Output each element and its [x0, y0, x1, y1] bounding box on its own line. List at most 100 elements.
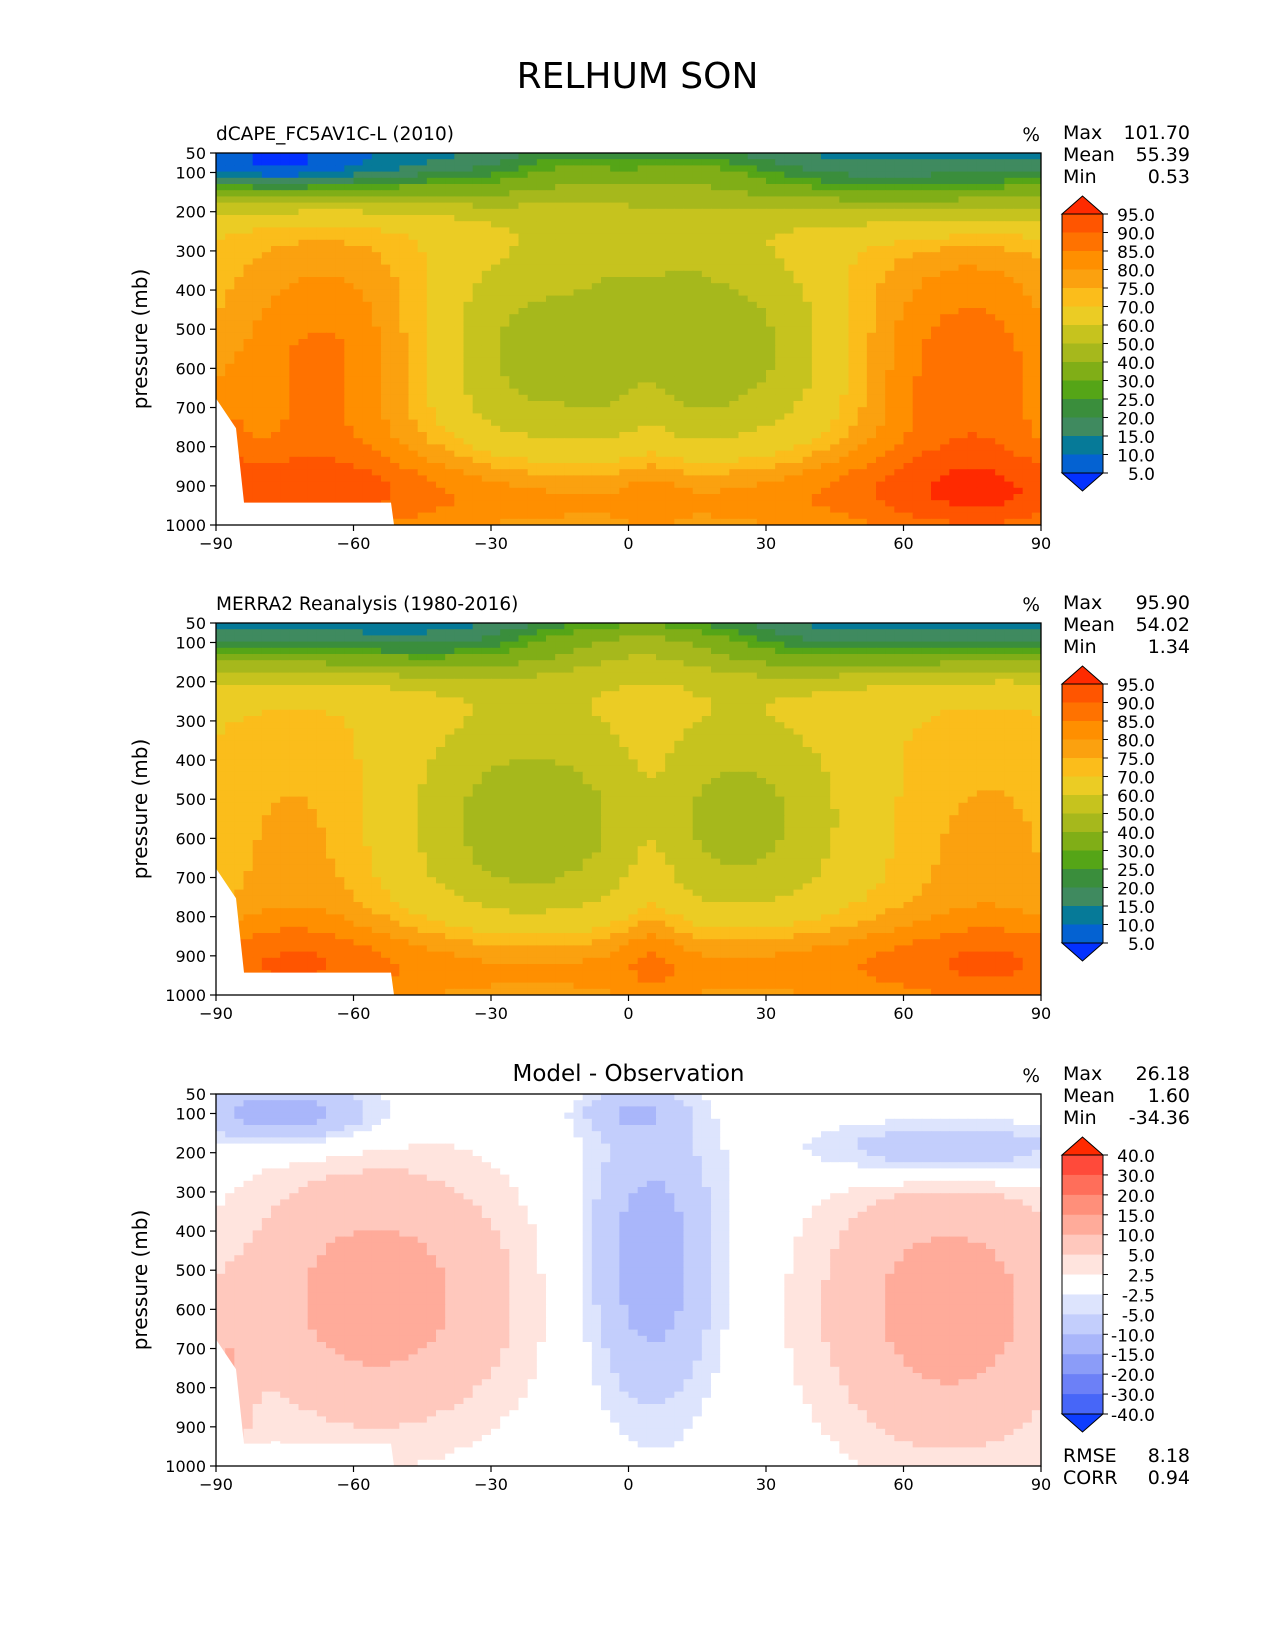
heatmap-cell	[912, 487, 923, 495]
heatmap-cell	[564, 165, 575, 173]
heatmap-cell	[885, 456, 895, 464]
heatmap-cell	[399, 456, 410, 464]
heatmap-cell	[747, 463, 758, 470]
heatmap-cell	[582, 326, 593, 334]
heatmap-cell	[408, 295, 419, 303]
heatmap-cell	[802, 153, 813, 160]
heatmap-cell	[885, 202, 895, 210]
heatmap-cell	[747, 283, 758, 290]
heatmap-cell	[839, 196, 850, 204]
heatmap-cell	[821, 401, 831, 408]
heatmap-cell	[399, 407, 410, 414]
heatmap-cell	[628, 320, 639, 328]
heatmap-cell	[527, 239, 538, 247]
heatmap-cell	[839, 339, 850, 346]
heatmap-cell	[527, 177, 538, 185]
heatmap-cell	[289, 308, 300, 315]
heatmap-cell	[747, 252, 758, 259]
heatmap-cell	[261, 233, 272, 241]
heatmap-cell	[371, 394, 382, 402]
heatmap-cell	[866, 357, 877, 365]
heatmap-cell	[866, 233, 877, 241]
heatmap-cell	[252, 202, 263, 210]
heatmap-cell	[1022, 270, 1033, 278]
heatmap-cell	[573, 370, 584, 377]
heatmap-cell	[445, 425, 455, 433]
heatmap-cell	[912, 277, 923, 284]
heatmap-cell	[353, 407, 364, 414]
heatmap-cell	[701, 475, 712, 483]
heatmap-cell	[848, 184, 859, 191]
heatmap-cell	[426, 351, 437, 359]
heatmap-cell	[711, 419, 721, 427]
heatmap-cell	[940, 252, 950, 259]
heatmap-cell	[353, 239, 364, 247]
heatmap-cell	[701, 239, 712, 247]
heatmap-cell	[821, 475, 831, 483]
heatmap-cell	[1013, 320, 1024, 328]
heatmap-cell	[381, 345, 391, 352]
heatmap-cell	[527, 469, 538, 476]
heatmap-cell	[802, 438, 813, 445]
heatmap-cell	[326, 196, 336, 204]
heatmap-cell	[518, 233, 529, 241]
heatmap-cell	[243, 295, 254, 303]
heatmap-cell	[454, 301, 465, 309]
heatmap-cell	[967, 413, 978, 421]
heatmap-cell	[445, 357, 455, 365]
heatmap-cell	[692, 295, 703, 303]
heatmap-cell	[307, 326, 318, 334]
heatmap-cell	[1031, 252, 1041, 259]
heatmap-cell	[921, 376, 932, 383]
heatmap-cell	[711, 270, 721, 278]
heatmap-cell	[912, 289, 923, 297]
heatmap-cell	[637, 283, 648, 290]
heatmap-cell	[445, 177, 455, 185]
heatmap-cell	[536, 270, 547, 278]
heatmap-cell	[582, 487, 593, 495]
heatmap-cell	[381, 382, 391, 390]
heatmap-cell	[885, 413, 895, 421]
heatmap-cell	[894, 153, 905, 160]
heatmap-cell	[967, 233, 978, 241]
heatmap-cell	[426, 233, 437, 241]
heatmap-cell	[491, 326, 501, 334]
heatmap-cell	[225, 320, 235, 328]
heatmap-cell	[912, 190, 923, 197]
heatmap-cell	[701, 388, 712, 396]
heatmap-cell	[1013, 177, 1024, 185]
heatmap-cell	[399, 450, 410, 458]
heatmap-cell	[756, 208, 767, 216]
heatmap-cell	[591, 413, 602, 421]
heatmap-cell	[857, 153, 868, 160]
heatmap-cell	[591, 246, 602, 253]
heatmap-cell	[931, 407, 941, 414]
heatmap-cell	[848, 289, 859, 297]
heatmap-cell	[756, 270, 767, 278]
heatmap-cell	[720, 332, 730, 340]
heatmap-cell	[646, 320, 657, 328]
heatmap-cell	[866, 339, 877, 346]
heatmap-cell	[344, 419, 355, 427]
heatmap-cell	[546, 252, 556, 259]
heatmap-cell	[1022, 450, 1033, 458]
heatmap-cell	[949, 332, 960, 340]
heatmap-cell	[463, 332, 474, 340]
heatmap-cell	[417, 444, 428, 452]
heatmap-cell	[674, 258, 685, 266]
heatmap-cell	[756, 351, 767, 359]
heatmap-cell	[958, 171, 969, 179]
heatmap-cell	[216, 159, 226, 166]
heatmap-cell	[316, 487, 327, 495]
heatmap-cell	[234, 394, 245, 402]
heatmap-cell	[307, 258, 318, 266]
heatmap-cell	[390, 258, 400, 266]
heatmap-cell	[839, 370, 850, 377]
heatmap-cell	[729, 487, 740, 495]
heatmap-cell	[527, 246, 538, 253]
heatmap-cell	[390, 252, 400, 259]
heatmap-cell	[830, 258, 840, 266]
heatmap-cell	[665, 165, 675, 173]
heatmap-cell	[518, 363, 529, 371]
heatmap-cell	[491, 308, 501, 315]
